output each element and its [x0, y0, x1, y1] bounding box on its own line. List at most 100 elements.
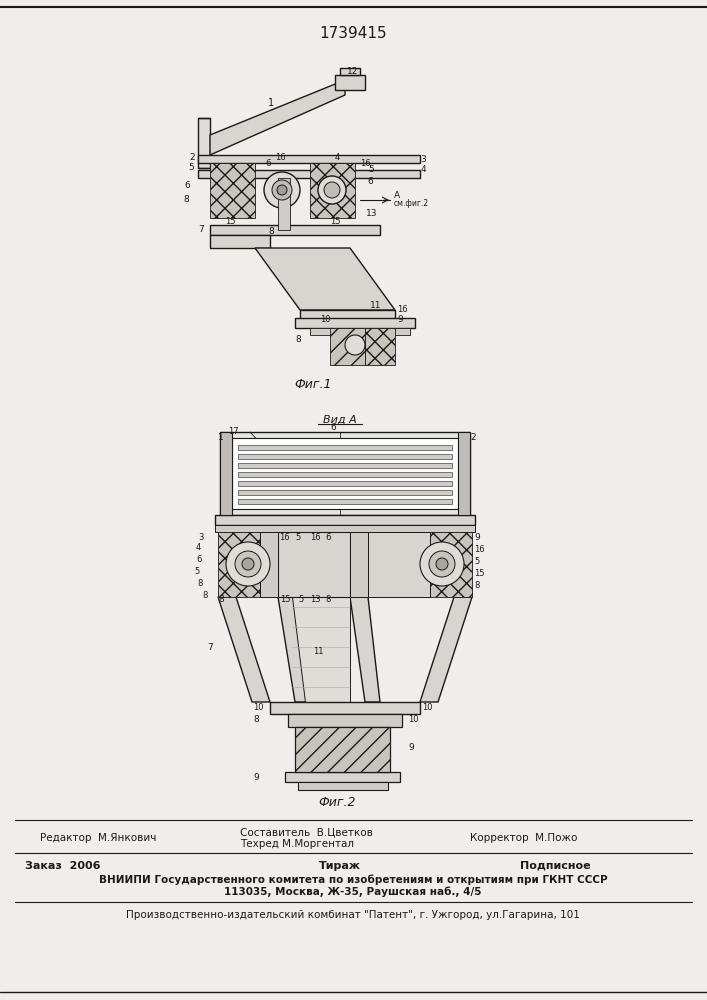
Polygon shape: [350, 532, 368, 597]
Text: Вид А: Вид А: [323, 415, 357, 425]
Polygon shape: [292, 597, 350, 702]
Polygon shape: [310, 328, 410, 335]
Polygon shape: [238, 445, 452, 450]
Circle shape: [345, 335, 365, 355]
Text: 7: 7: [207, 643, 213, 652]
Text: 2: 2: [470, 434, 476, 442]
Text: Заказ  2006: Заказ 2006: [25, 861, 100, 871]
Text: 9: 9: [397, 316, 403, 324]
Text: 5: 5: [368, 165, 374, 174]
Circle shape: [272, 180, 292, 200]
Polygon shape: [458, 432, 470, 515]
Text: 7: 7: [198, 226, 204, 234]
Polygon shape: [420, 597, 472, 702]
Text: 5: 5: [194, 568, 199, 576]
Text: 16: 16: [279, 532, 290, 542]
Text: 8: 8: [325, 595, 330, 604]
Text: 13: 13: [366, 209, 378, 218]
Text: 6: 6: [184, 180, 189, 190]
Polygon shape: [288, 714, 402, 727]
Text: 16: 16: [360, 158, 370, 167]
Polygon shape: [215, 515, 475, 525]
Polygon shape: [238, 499, 452, 504]
Polygon shape: [238, 481, 452, 486]
Text: 8: 8: [197, 580, 202, 588]
Circle shape: [277, 185, 287, 195]
Text: 2: 2: [189, 153, 194, 162]
Text: 1: 1: [218, 434, 223, 442]
Polygon shape: [300, 310, 395, 323]
Polygon shape: [298, 782, 388, 790]
Polygon shape: [270, 702, 420, 714]
Text: 8: 8: [183, 196, 189, 205]
Text: Фиг.2: Фиг.2: [318, 796, 356, 808]
Text: 1739415: 1739415: [319, 25, 387, 40]
Polygon shape: [210, 80, 345, 155]
Text: 5: 5: [298, 595, 303, 604]
Text: 8: 8: [218, 595, 223, 604]
Text: 16: 16: [275, 152, 286, 161]
Text: 8: 8: [202, 591, 207, 600]
Text: Производственно-издательский комбинат "Патент", г. Ужгород, ул.Гагарина, 101: Производственно-издательский комбинат "П…: [126, 910, 580, 920]
Text: 13: 13: [310, 595, 321, 604]
Text: 4: 4: [335, 152, 340, 161]
Text: 10: 10: [253, 704, 264, 712]
Text: 16: 16: [474, 546, 484, 554]
Polygon shape: [218, 532, 260, 597]
Text: 6: 6: [330, 424, 336, 432]
Polygon shape: [238, 490, 452, 495]
Text: 113035, Москва, Ж-35, Раушская наб., 4/5: 113035, Москва, Ж-35, Раушская наб., 4/5: [224, 887, 481, 897]
Text: 6: 6: [196, 556, 201, 564]
Polygon shape: [430, 532, 472, 597]
Text: А: А: [394, 190, 400, 200]
Text: 5: 5: [295, 532, 300, 542]
Polygon shape: [215, 525, 475, 532]
Text: 4: 4: [421, 165, 426, 174]
Text: 15: 15: [474, 570, 484, 578]
Text: 17: 17: [228, 428, 239, 436]
Polygon shape: [210, 235, 270, 248]
Polygon shape: [238, 472, 452, 477]
Circle shape: [324, 182, 340, 198]
Text: 11: 11: [370, 300, 382, 310]
Text: Редактор  М.Янкович: Редактор М.Янкович: [40, 833, 156, 843]
Polygon shape: [198, 118, 210, 168]
Text: 10: 10: [320, 316, 330, 324]
Polygon shape: [278, 532, 350, 597]
Circle shape: [420, 542, 464, 586]
Text: 16: 16: [397, 306, 408, 314]
Text: 6: 6: [367, 178, 373, 186]
Text: Фиг.1: Фиг.1: [294, 378, 332, 391]
Polygon shape: [350, 597, 380, 702]
Polygon shape: [278, 178, 290, 230]
Text: 10: 10: [408, 716, 419, 724]
Polygon shape: [232, 438, 458, 509]
Text: 10: 10: [422, 704, 433, 712]
Text: 5: 5: [474, 558, 479, 566]
Text: 8: 8: [253, 716, 259, 724]
Polygon shape: [285, 772, 400, 782]
Text: 11: 11: [313, 648, 324, 656]
Text: 9: 9: [408, 742, 414, 752]
Text: 15: 15: [330, 218, 341, 227]
Text: Корректор  М.Пожо: Корректор М.Пожо: [470, 833, 578, 843]
Polygon shape: [368, 532, 430, 597]
Text: Подписное: Подписное: [520, 861, 590, 871]
Polygon shape: [278, 597, 310, 702]
Text: 6: 6: [265, 158, 271, 167]
Text: 8: 8: [474, 582, 479, 590]
Text: Тираж: Тираж: [319, 861, 361, 871]
Text: 15: 15: [225, 218, 235, 227]
Polygon shape: [210, 225, 380, 235]
Polygon shape: [295, 727, 390, 772]
Polygon shape: [335, 75, 365, 90]
Circle shape: [436, 558, 448, 570]
Circle shape: [264, 172, 300, 208]
Text: 4: 4: [196, 542, 201, 552]
Text: 16: 16: [310, 532, 321, 542]
Text: 1: 1: [268, 98, 274, 108]
Text: 3: 3: [198, 532, 204, 542]
Polygon shape: [238, 454, 452, 459]
Circle shape: [242, 558, 254, 570]
Text: Техред М.Моргентал: Техред М.Моргентал: [240, 839, 354, 849]
